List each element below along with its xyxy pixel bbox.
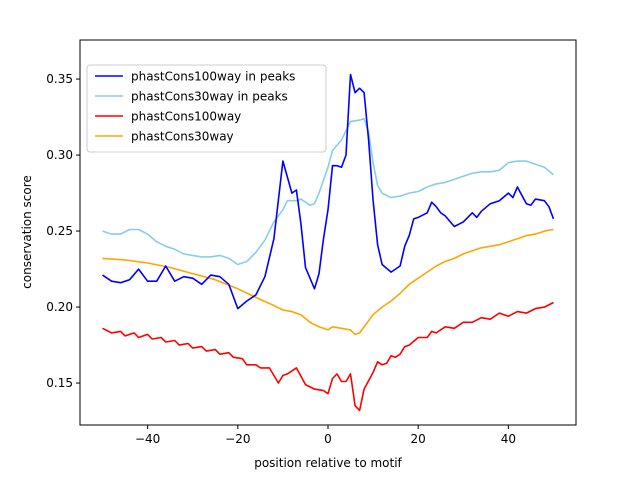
legend-label: phastCons100way: [131, 110, 241, 124]
series-line-phastcons30way-in-peaks: [102, 117, 555, 266]
series-line-phastcons30way: [102, 228, 554, 336]
y-tick-label: 0.25: [46, 224, 73, 238]
y-tick-label: 0.35: [46, 72, 73, 86]
series-line-phastcons100way: [102, 301, 554, 412]
x-tick-label: 20: [411, 432, 426, 446]
series-line-phastcons100way-in-peaks: [102, 73, 555, 310]
y-axis-label: conservation score: [20, 175, 34, 289]
x-tick-label: 0: [324, 432, 332, 446]
legend-label: phastCons100way in peaks: [131, 70, 295, 84]
legend-label: phastCons30way in peaks: [131, 90, 288, 104]
legend-label: phastCons30way: [131, 130, 234, 144]
x-tick-label: 40: [501, 432, 516, 446]
y-tick-label: 0.15: [46, 376, 73, 390]
y-axis: 0.15 0.20 0.25 0.30 0.35: [46, 72, 80, 390]
x-axis-label: position relative to motif: [254, 456, 402, 470]
y-tick-label: 0.20: [46, 300, 73, 314]
x-tick-label: −20: [225, 432, 250, 446]
legend: phastCons100way in peaks phastCons30way i…: [86, 64, 327, 153]
y-tick-label: 0.30: [46, 148, 73, 162]
legend-box: [86, 64, 327, 153]
series-lines: [102, 73, 555, 412]
x-axis: −40 −20 0 20 40: [135, 425, 516, 446]
x-tick-label: −40: [135, 432, 160, 446]
